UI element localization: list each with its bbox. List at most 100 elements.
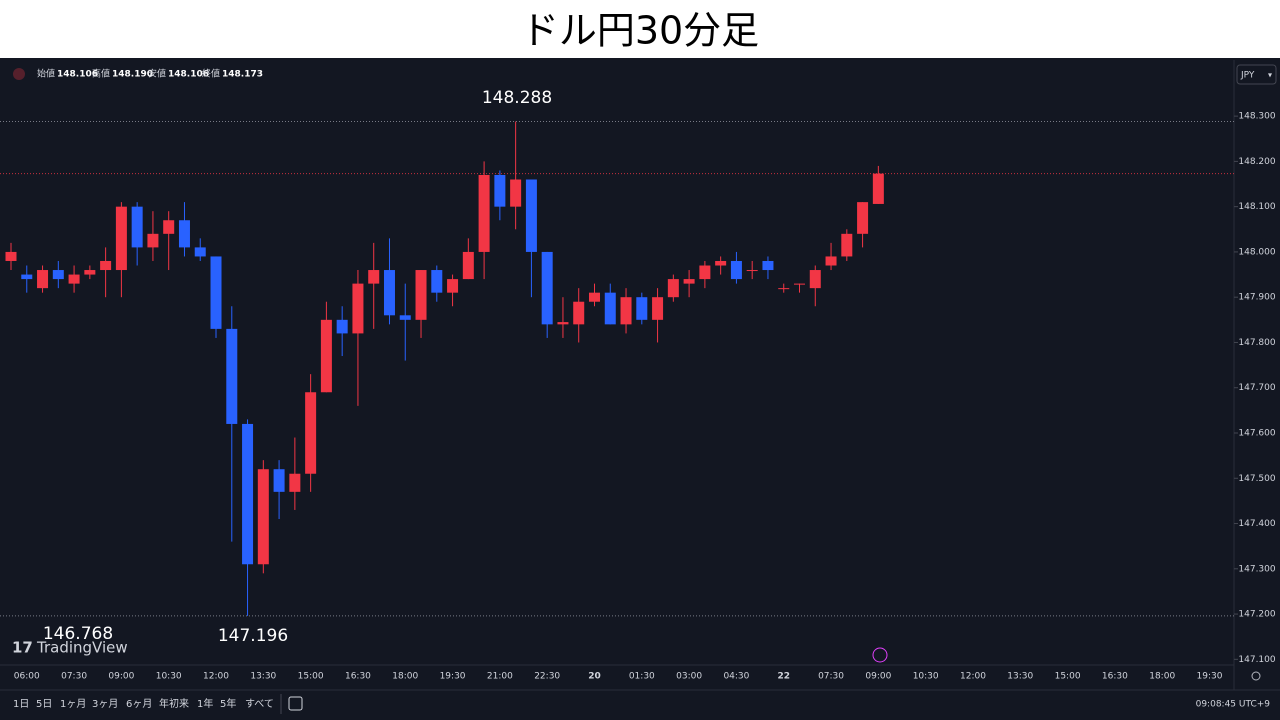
period-button[interactable]: 1日 bbox=[13, 699, 29, 710]
candle-body bbox=[37, 270, 49, 289]
y-tick-label: 148.100 bbox=[1238, 202, 1275, 212]
x-tick-label: 20 bbox=[588, 672, 601, 682]
chart-bg bbox=[0, 58, 1280, 720]
candle-body bbox=[667, 279, 679, 298]
x-tick-label: 03:00 bbox=[676, 672, 702, 682]
candle-body bbox=[588, 292, 600, 302]
candle-body bbox=[825, 256, 837, 266]
candle-body bbox=[841, 233, 853, 257]
candle-body bbox=[194, 247, 206, 257]
y-tick-label: 148.000 bbox=[1238, 247, 1275, 257]
x-tick-label: 10:30 bbox=[156, 672, 182, 682]
x-tick-label: 07:30 bbox=[61, 672, 87, 682]
candle-body bbox=[730, 260, 742, 280]
candle-body bbox=[289, 473, 301, 492]
x-tick-label: 12:00 bbox=[960, 672, 986, 682]
candle-body bbox=[115, 206, 127, 271]
candle-body bbox=[462, 251, 474, 280]
currency[interactable]: JPY bbox=[1240, 71, 1255, 81]
candle-body bbox=[699, 265, 711, 280]
x-tick-label: 18:00 bbox=[392, 672, 418, 682]
y-tick-label: 147.200 bbox=[1238, 610, 1275, 620]
x-tick-label: 22 bbox=[777, 672, 790, 682]
currency-box[interactable] bbox=[1236, 64, 1277, 85]
ohlc-value: 148.106 bbox=[168, 70, 209, 80]
annotation: 146.768 bbox=[43, 624, 113, 644]
candle-body bbox=[510, 179, 522, 207]
x-tick-label: 04:30 bbox=[723, 672, 749, 682]
x-tick-label: 15:00 bbox=[1055, 672, 1081, 682]
watermark: TradingView bbox=[36, 639, 128, 657]
candle-body bbox=[147, 233, 159, 248]
period-button[interactable]: すべて bbox=[245, 698, 274, 710]
x-tick-label: 09:00 bbox=[108, 672, 134, 682]
candle-body bbox=[210, 256, 222, 329]
candle-body bbox=[383, 270, 395, 316]
annotation: 148.288 bbox=[482, 88, 552, 108]
candle-body bbox=[541, 251, 553, 325]
candle-body bbox=[620, 297, 632, 325]
candle-body bbox=[604, 292, 616, 325]
candle-body bbox=[762, 260, 774, 271]
candle-body bbox=[746, 270, 758, 272]
period-button[interactable]: 1ヶ月 bbox=[60, 698, 86, 710]
y-tick-label: 148.300 bbox=[1238, 112, 1275, 122]
ohlc-value: 148.190 bbox=[112, 70, 153, 80]
period-button[interactable]: 5年 bbox=[220, 697, 236, 710]
candle-body bbox=[683, 279, 695, 284]
candle-body bbox=[320, 319, 332, 393]
period-button[interactable]: 1年 bbox=[197, 697, 213, 710]
candle-body bbox=[131, 206, 143, 248]
candle-body bbox=[273, 469, 285, 492]
candle-body bbox=[336, 319, 348, 334]
y-tick-label: 147.400 bbox=[1238, 519, 1275, 529]
candle-body bbox=[478, 174, 490, 252]
ohlc-name: 始値 bbox=[37, 68, 55, 80]
x-tick-label: 12:00 bbox=[203, 672, 229, 682]
settings-icon[interactable] bbox=[1251, 671, 1261, 681]
date-range-icon[interactable] bbox=[288, 696, 303, 711]
candle-body bbox=[872, 173, 884, 204]
candle-body bbox=[715, 260, 727, 266]
ohlc-value: 148.173 bbox=[222, 70, 263, 80]
candle-body bbox=[226, 328, 238, 424]
candle-body bbox=[100, 260, 112, 271]
x-tick-label: 22:30 bbox=[534, 672, 560, 682]
y-tick-label: 148.200 bbox=[1238, 157, 1275, 167]
ohlc-name: 高値 bbox=[92, 68, 110, 80]
flash-icon[interactable] bbox=[872, 647, 888, 663]
ohlc-value: 148.106 bbox=[57, 70, 98, 80]
candle-body bbox=[68, 274, 80, 284]
y-tick-label: 147.300 bbox=[1238, 564, 1275, 574]
candle-body bbox=[305, 392, 317, 474]
candle-body bbox=[431, 270, 443, 293]
period-button[interactable]: 6ヶ月 bbox=[126, 698, 152, 710]
x-tick-label: 19:30 bbox=[440, 672, 466, 682]
y-tick-label: 147.900 bbox=[1238, 293, 1275, 303]
period-button[interactable]: 5日 bbox=[36, 699, 52, 710]
x-tick-label: 16:30 bbox=[345, 672, 371, 682]
x-tick-label: 13:30 bbox=[250, 672, 276, 682]
period-button[interactable]: 年初来 bbox=[159, 697, 189, 710]
candle-body bbox=[21, 274, 33, 280]
candle-body bbox=[794, 283, 805, 285]
candle-body bbox=[352, 283, 364, 334]
candle-body bbox=[494, 174, 506, 207]
currency-caret: ▾ bbox=[1268, 71, 1272, 80]
x-tick-label: 07:30 bbox=[818, 672, 844, 682]
period-button[interactable]: 3ヶ月 bbox=[92, 698, 118, 710]
x-tick-label: 13:30 bbox=[1007, 672, 1033, 682]
candle-body bbox=[399, 315, 411, 320]
x-tick-label: 10:30 bbox=[913, 672, 939, 682]
x-tick-label: 21:00 bbox=[487, 672, 513, 682]
candle-body bbox=[447, 279, 459, 293]
candle-body bbox=[652, 297, 664, 320]
candle-body bbox=[778, 288, 790, 290]
annotation: 147.196 bbox=[218, 626, 288, 646]
candle-body bbox=[5, 251, 17, 261]
ohlc-name: 安値 bbox=[148, 68, 166, 80]
candle-body bbox=[636, 297, 648, 320]
y-tick-label: 147.800 bbox=[1238, 338, 1275, 348]
